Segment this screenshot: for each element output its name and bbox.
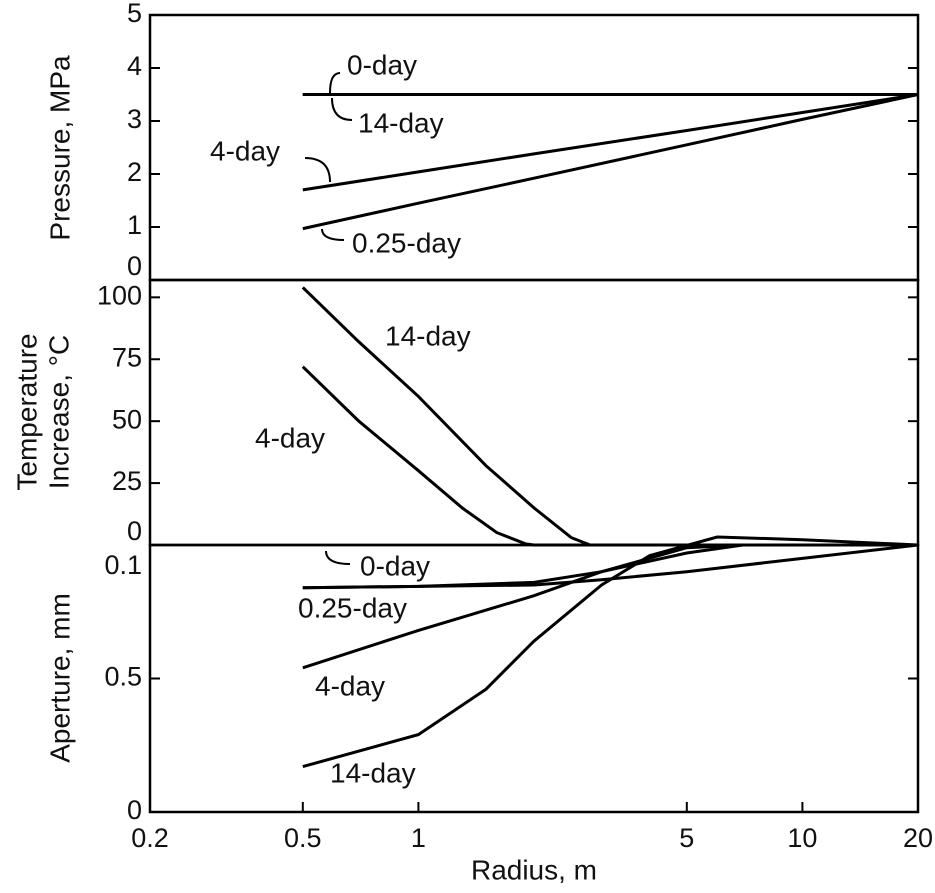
series-label: 14-day	[358, 107, 444, 138]
series-label: 14-day	[330, 757, 416, 788]
x-tick-label: 0.5	[284, 823, 322, 853]
y-tick-label: 4	[127, 51, 142, 81]
leader-line	[321, 228, 345, 241]
leader-line	[325, 550, 351, 565]
y-tick-label: 50	[112, 404, 142, 434]
x-tick-label: 1	[411, 823, 426, 853]
y-tick-label: 3	[127, 104, 142, 134]
series-label: 0-day	[347, 49, 417, 80]
y-tick-label: 2	[127, 157, 142, 187]
y-tick-label: 0	[127, 795, 142, 825]
leader-line	[304, 157, 331, 183]
y-axis-label: Temperature	[11, 333, 42, 490]
y-tick-label: 100	[97, 280, 142, 310]
data-line	[301, 365, 918, 547]
data-line	[302, 535, 919, 769]
x-axis-label: Radius, m	[471, 854, 597, 885]
leader-line	[331, 97, 353, 121]
x-tick-label: 10	[787, 823, 817, 853]
x-tick-label: 0.2	[131, 823, 169, 853]
y-tick-label: 0.5	[104, 662, 142, 692]
y-tick-label: 25	[112, 466, 142, 496]
x-tick-label: 20	[903, 823, 933, 853]
series-label: 4-day	[210, 135, 280, 166]
y-axis-label: Aperture, mm	[44, 593, 75, 763]
y-tick-label: 5	[127, 0, 142, 28]
y-tick-label: 0.1	[104, 550, 142, 580]
data-line	[302, 543, 918, 670]
x-tick-label: 5	[679, 823, 694, 853]
series-label: 14-day	[385, 320, 471, 351]
series-label: 0.25-day	[352, 227, 461, 258]
plot-frame	[148, 278, 920, 547]
y-axis-label: Pressure, MPa	[44, 55, 75, 241]
data-line	[302, 93, 919, 231]
series-label: 0.25-day	[298, 592, 407, 623]
y-tick-label: 0	[127, 516, 142, 546]
y-tick-label: 1	[127, 210, 142, 240]
series-label: 0-day	[360, 550, 430, 581]
data-line	[302, 93, 919, 192]
leader-line	[329, 72, 341, 94]
series-label: 4-day	[315, 670, 385, 701]
y-tick-label: 75	[112, 342, 142, 372]
y-axis-label: Increase, °C	[43, 335, 74, 489]
series-label: 4-day	[255, 422, 325, 453]
y-tick-label: 0	[127, 251, 142, 281]
